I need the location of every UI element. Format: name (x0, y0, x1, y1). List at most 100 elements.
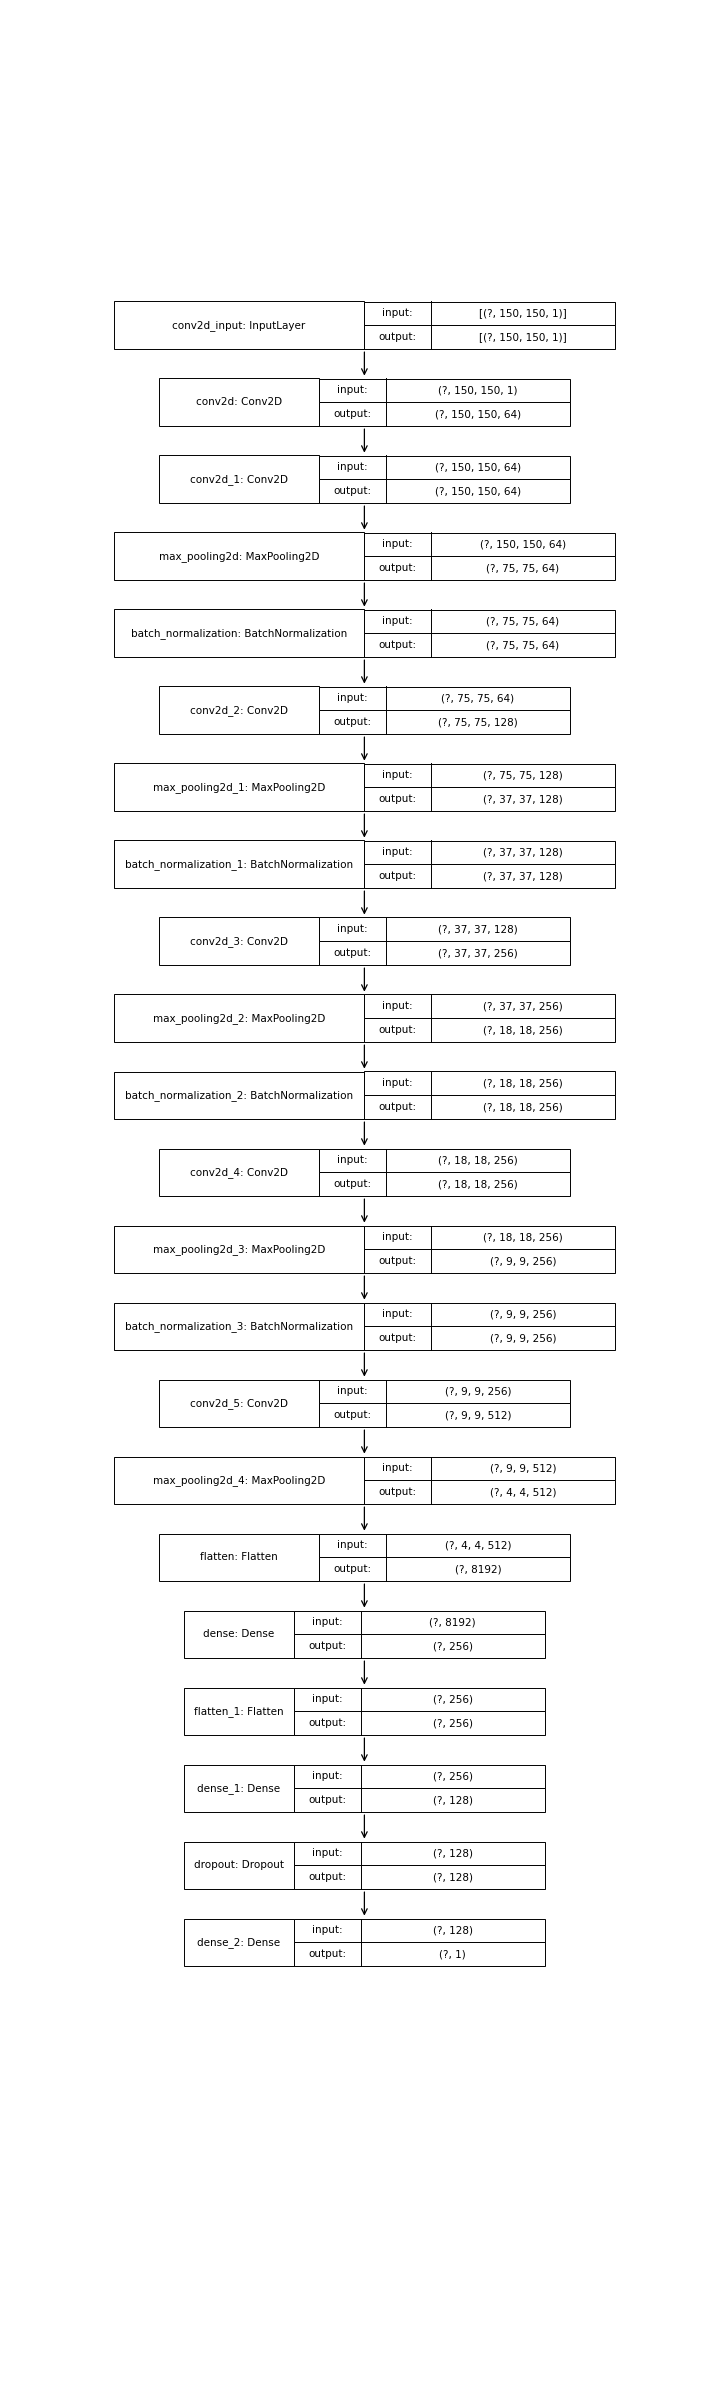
Bar (114, 841, 365, 889)
Text: input:: input: (383, 309, 413, 319)
Text: (?, 37, 37, 128): (?, 37, 37, 128) (483, 793, 563, 805)
Text: input:: input: (312, 1695, 343, 1704)
Bar (114, 532, 365, 580)
Bar (319, 403, 570, 427)
Text: batch_normalization_2: BatchNormalization: batch_normalization_2: BatchNormalizatio… (125, 1091, 353, 1100)
Text: output:: output: (333, 1179, 372, 1189)
Text: (?, 37, 37, 256): (?, 37, 37, 256) (438, 949, 518, 959)
Bar (114, 609, 365, 657)
Bar (184, 1918, 294, 1966)
Text: input:: input: (383, 539, 413, 549)
Text: input:: input: (383, 1465, 413, 1474)
Bar (364, 1249, 615, 1273)
Bar (114, 765, 365, 810)
Text: (?, 256): (?, 256) (433, 1695, 473, 1704)
Text: conv2d_5: Conv2D: conv2d_5: Conv2D (190, 1397, 288, 1409)
Text: (?, 150, 150, 64): (?, 150, 150, 64) (434, 410, 521, 419)
Text: (?, 18, 18, 256): (?, 18, 18, 256) (483, 1232, 563, 1242)
Bar (294, 1841, 545, 1865)
Bar (364, 1302, 615, 1326)
Bar (364, 633, 615, 657)
Text: output:: output: (378, 1333, 417, 1342)
Text: output:: output: (333, 1565, 372, 1575)
Text: max_pooling2d: MaxPooling2D: max_pooling2d: MaxPooling2D (159, 551, 319, 561)
Text: (?, 9, 9, 256): (?, 9, 9, 256) (490, 1256, 556, 1266)
Text: (?, 128): (?, 128) (433, 1848, 473, 1858)
Bar (159, 1381, 319, 1426)
Bar (294, 1711, 545, 1735)
Text: (?, 8192): (?, 8192) (454, 1565, 501, 1575)
Text: output:: output: (378, 1026, 417, 1036)
Text: output:: output: (309, 1719, 346, 1728)
Text: conv2d_input: InputLayer: conv2d_input: InputLayer (172, 319, 306, 331)
Bar (364, 1095, 615, 1119)
Bar (364, 609, 615, 633)
Text: conv2d: Conv2D: conv2d: Conv2D (196, 398, 282, 407)
Bar (319, 1381, 570, 1402)
Text: (?, 75, 75, 64): (?, 75, 75, 64) (442, 693, 514, 702)
Bar (184, 1764, 294, 1812)
Text: input:: input: (383, 1309, 413, 1318)
Bar (159, 918, 319, 966)
Text: input:: input: (337, 1541, 368, 1551)
Text: output:: output: (333, 1409, 372, 1421)
Text: flatten_1: Flatten: flatten_1: Flatten (194, 1707, 284, 1716)
Bar (159, 1148, 319, 1196)
Bar (294, 1764, 545, 1788)
Text: input:: input: (337, 693, 368, 702)
Bar (364, 556, 615, 580)
Text: conv2d_3: Conv2D: conv2d_3: Conv2D (190, 935, 288, 947)
Text: (?, 150, 150, 64): (?, 150, 150, 64) (434, 463, 521, 472)
Text: (?, 18, 18, 256): (?, 18, 18, 256) (438, 1155, 518, 1165)
Text: input:: input: (312, 1618, 343, 1628)
Text: dropout: Dropout: dropout: Dropout (194, 1860, 284, 1870)
Bar (294, 1687, 545, 1711)
Text: (?, 128): (?, 128) (433, 1925, 473, 1934)
Text: output:: output: (309, 1872, 346, 1882)
Text: (?, 9, 9, 256): (?, 9, 9, 256) (444, 1385, 511, 1397)
Text: output:: output: (378, 793, 417, 805)
Text: output:: output: (333, 949, 372, 959)
Text: input:: input: (312, 1925, 343, 1934)
Text: (?, 256): (?, 256) (433, 1642, 473, 1652)
Bar (319, 710, 570, 733)
Bar (319, 1534, 570, 1558)
Text: (?, 9, 9, 512): (?, 9, 9, 512) (490, 1465, 556, 1474)
Text: input:: input: (337, 925, 368, 935)
Bar (364, 765, 615, 786)
Text: (?, 128): (?, 128) (433, 1795, 473, 1805)
Text: (?, 37, 37, 128): (?, 37, 37, 128) (438, 925, 518, 935)
Text: input:: input: (337, 386, 368, 396)
Text: output:: output: (333, 487, 372, 496)
Bar (159, 686, 319, 733)
Bar (294, 1635, 545, 1659)
Bar (159, 455, 319, 503)
Bar (364, 1457, 615, 1481)
Text: output:: output: (378, 1256, 417, 1266)
Bar (114, 1225, 365, 1273)
Text: dense_2: Dense: dense_2: Dense (198, 1937, 281, 1949)
Bar (294, 1611, 545, 1635)
Text: (?, 18, 18, 256): (?, 18, 18, 256) (438, 1179, 518, 1189)
Bar (364, 1225, 615, 1249)
Bar (364, 532, 615, 556)
Text: [(?, 150, 150, 1)]: [(?, 150, 150, 1)] (479, 333, 567, 343)
Bar (319, 479, 570, 503)
Text: (?, 150, 150, 1): (?, 150, 150, 1) (438, 386, 518, 396)
Text: (?, 9, 9, 256): (?, 9, 9, 256) (490, 1309, 556, 1318)
Text: dense: Dense: dense: Dense (203, 1630, 274, 1640)
Text: input:: input: (312, 1771, 343, 1781)
Text: (?, 18, 18, 256): (?, 18, 18, 256) (483, 1079, 563, 1088)
Text: (?, 4, 4, 512): (?, 4, 4, 512) (444, 1541, 511, 1551)
Text: (?, 4, 4, 512): (?, 4, 4, 512) (490, 1486, 556, 1498)
Bar (184, 1611, 294, 1659)
Bar (294, 1942, 545, 1966)
Text: (?, 8192): (?, 8192) (429, 1618, 476, 1628)
Text: input:: input: (337, 463, 368, 472)
Text: conv2d_4: Conv2D: conv2d_4: Conv2D (190, 1167, 288, 1177)
Bar (294, 1788, 545, 1812)
Text: (?, 150, 150, 64): (?, 150, 150, 64) (480, 539, 566, 549)
Text: (?, 37, 37, 256): (?, 37, 37, 256) (483, 1002, 563, 1012)
Bar (364, 326, 615, 350)
Text: max_pooling2d_1: MaxPooling2D: max_pooling2d_1: MaxPooling2D (153, 781, 325, 793)
